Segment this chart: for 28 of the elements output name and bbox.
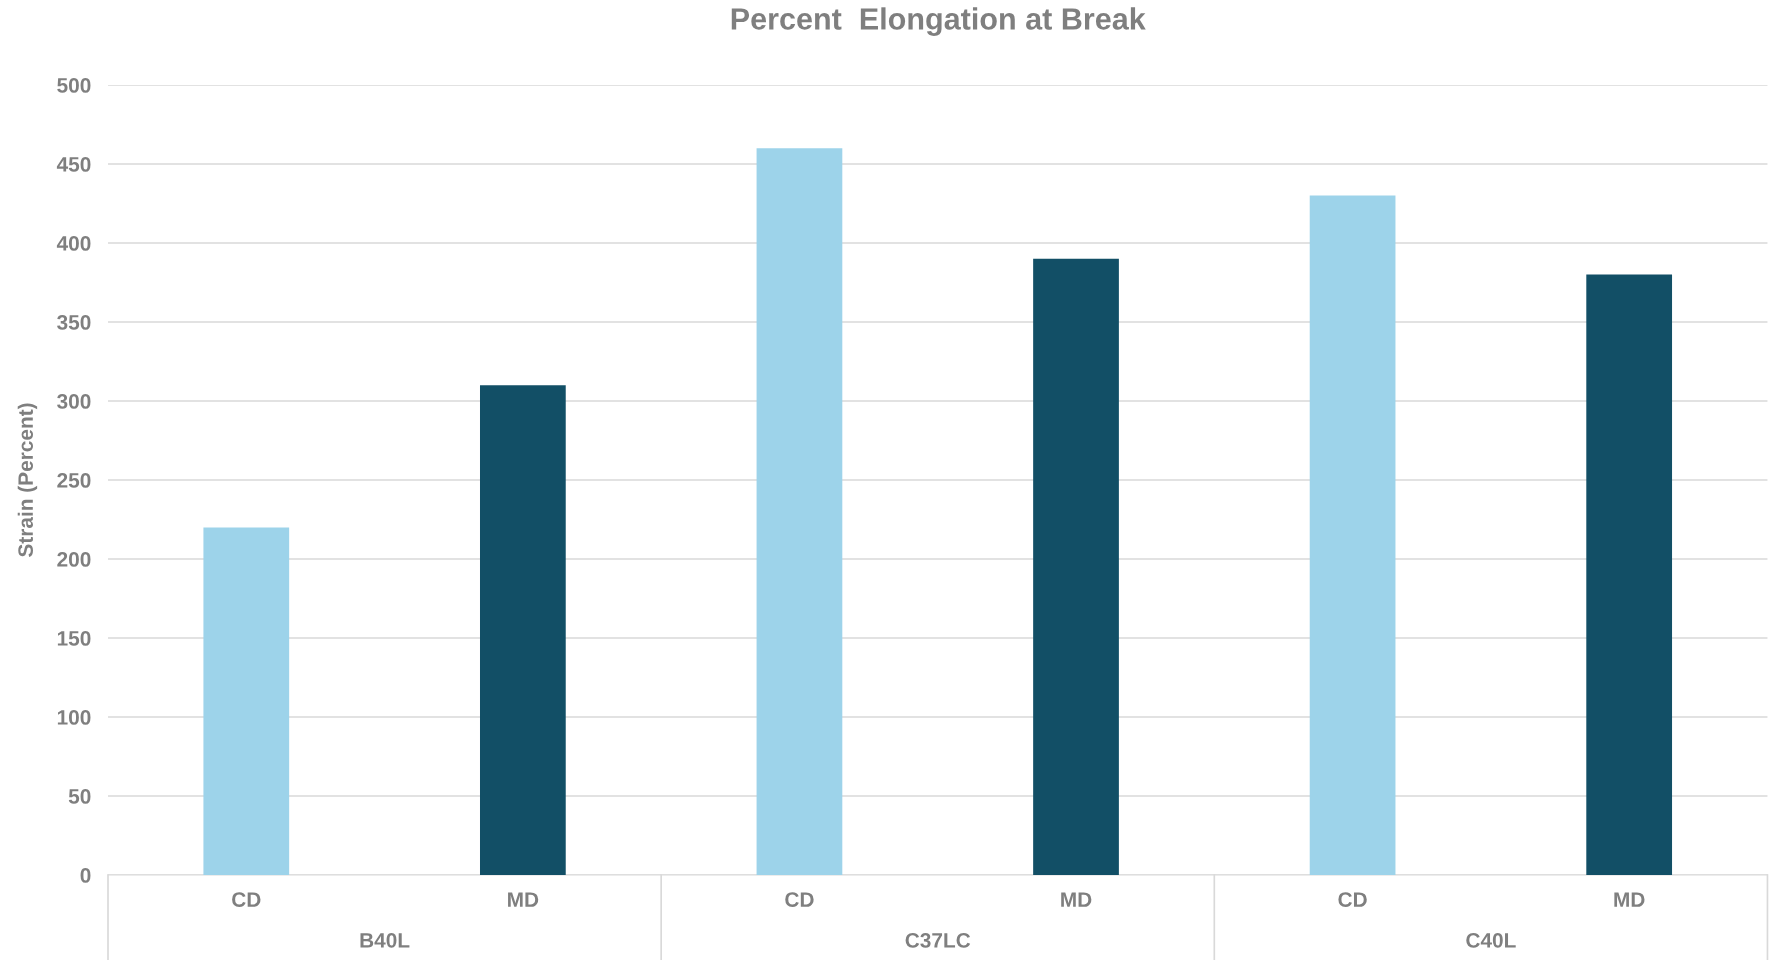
y-tick-label: 200 [57,552,91,567]
y-tick-label: 500 [57,78,91,93]
bar [1033,258,1119,875]
y-tick-label: 400 [56,236,91,251]
chart-title: Percent Elongation at Break [731,7,1146,36]
x-tick-label: MD [1614,892,1645,907]
x-tick-label: CD [232,892,261,907]
x-tick-label: MD [1061,892,1092,907]
bar [203,527,290,875]
y-tick-label: 50 [68,789,91,804]
y-tick-label: 100 [57,710,91,725]
y-tick-label: 450 [56,157,91,172]
x-tick-label: CD [785,892,814,907]
y-tick-label: 250 [57,473,91,488]
y-tick-label: 300 [57,394,91,409]
bar [480,385,566,875]
bar [1309,195,1396,875]
y-tick-label: 0 [80,868,91,883]
x-tick-label: CD [1338,892,1367,907]
y-axis-title: Strain (Percent) [17,403,38,557]
text: C37LC [905,932,971,948]
bar [756,148,843,875]
text: C40L [1466,932,1516,948]
y-tick-label: 150 [57,631,91,646]
x-tick-label: MD [508,892,539,907]
text: B40L [360,932,410,948]
bar [1586,274,1673,875]
y-tick-label: 350 [57,315,91,330]
